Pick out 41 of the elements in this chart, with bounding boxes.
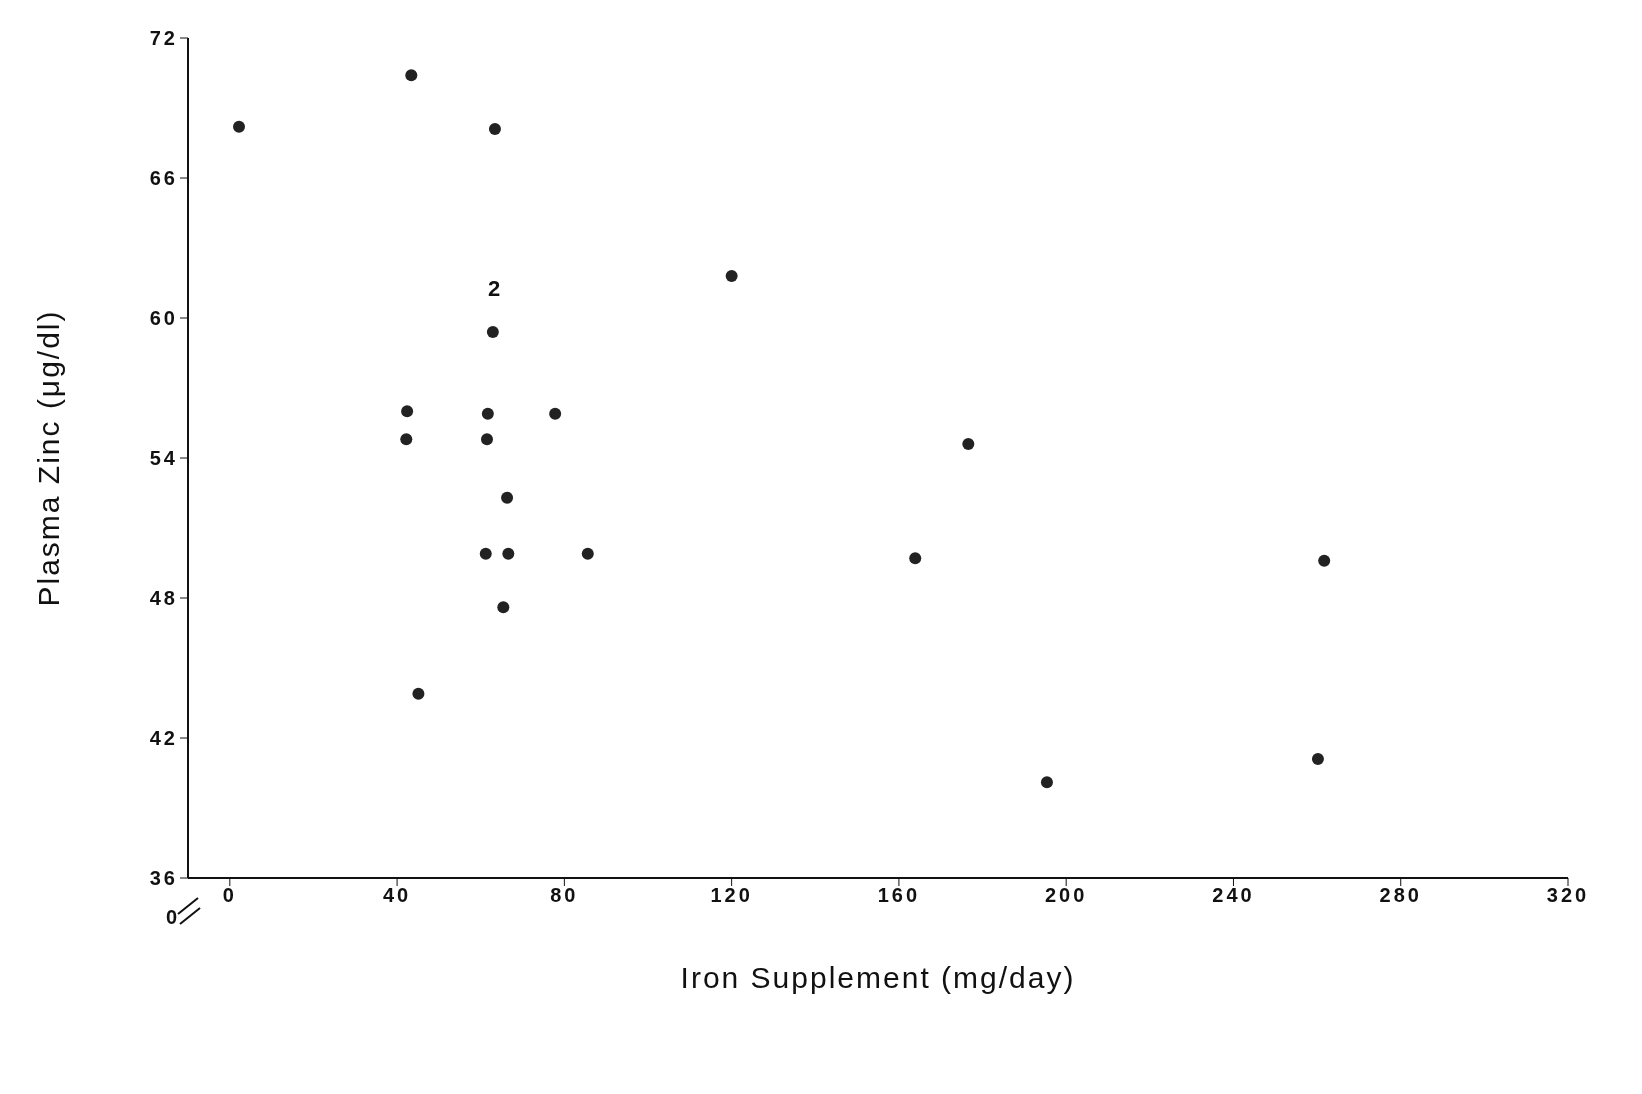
text: 0 [166, 906, 178, 929]
x-tick-label: 120 [710, 884, 753, 907]
x-tick-label: 200 [1044, 884, 1088, 907]
point [1318, 554, 1331, 567]
x-tick-label: 0 [222, 884, 237, 907]
x-tick-label: 240 [1212, 884, 1255, 907]
point [725, 270, 738, 282]
point [1040, 776, 1053, 789]
y-tick-label: 54 [149, 447, 178, 470]
x-tick-label: 320 [1546, 884, 1590, 907]
point [497, 601, 510, 614]
point [581, 547, 594, 560]
x-axis-title: Iron Supplement (mg/day) [680, 961, 1076, 994]
point [405, 69, 418, 82]
point [479, 547, 492, 560]
point [401, 405, 414, 418]
y-tick-label: 66 [149, 167, 178, 190]
x-tick-label: 80 [550, 884, 579, 907]
point [1311, 753, 1324, 765]
point [962, 438, 975, 450]
point [486, 326, 499, 338]
y-tick-label: 36 [149, 867, 178, 890]
y-tick-label: 60 [149, 307, 178, 330]
point [549, 407, 562, 420]
point [502, 547, 515, 560]
y-axis-title: Plasma Zinc (μg/dl) [31, 309, 65, 607]
x-tick-label: 280 [1379, 884, 1422, 907]
point [481, 407, 494, 420]
point [233, 120, 246, 133]
x-tick-label: 40 [382, 884, 412, 907]
point [412, 687, 425, 700]
annotation: 2 [488, 276, 501, 302]
y-tick-label: 42 [149, 727, 178, 750]
point [501, 491, 514, 504]
x-tick-label: 160 [877, 884, 921, 907]
point [909, 552, 922, 565]
y-tick-label: 72 [149, 27, 178, 50]
point [481, 433, 493, 446]
point [488, 123, 501, 135]
point [400, 433, 413, 446]
y-tick-label: 48 [149, 587, 178, 610]
